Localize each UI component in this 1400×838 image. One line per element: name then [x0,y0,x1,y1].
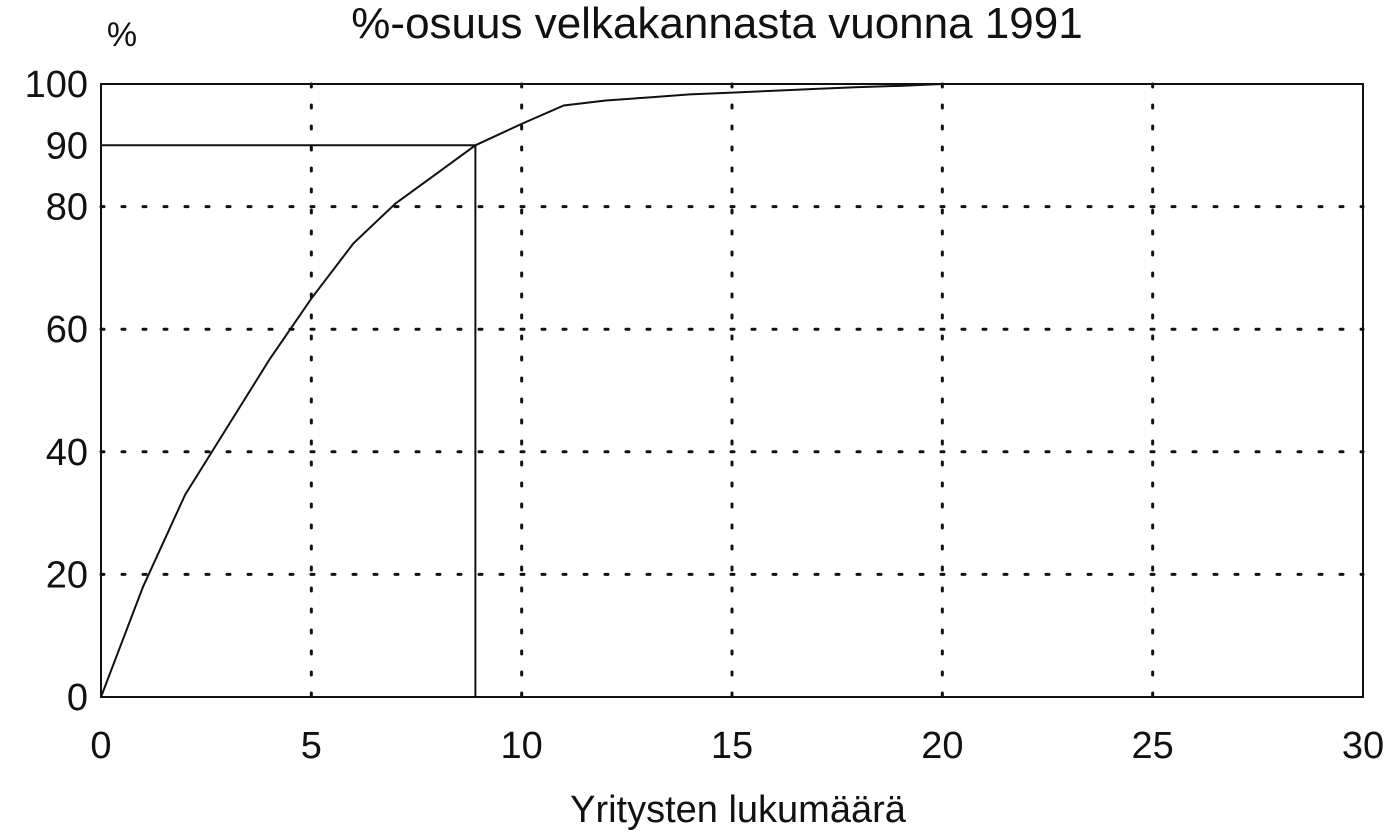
x-tick-label: 30 [1342,725,1384,767]
y-tick-label: 90 [46,125,88,167]
y-tick-label: 40 [46,432,88,474]
chart-title: %-osuus velkakannasta vuonna 1991 [351,0,1082,48]
x-axis-label: Yritysten lukumäärä [570,789,907,831]
x-tick-label: 10 [501,725,543,767]
x-tick-label: 0 [90,725,111,767]
x-tick-label: 20 [921,725,963,767]
x-tick-label: 25 [1132,725,1174,767]
y-tick-label: 20 [46,554,88,596]
y-tick-label: 80 [46,187,88,229]
y-tick-label: 100 [25,64,88,106]
plot-frame [100,83,1364,698]
y-tick-label: 0 [67,677,88,719]
data-line [100,83,943,698]
y-tick-label: 60 [46,309,88,351]
x-tick-label: 15 [711,725,753,767]
x-tick-label: 5 [301,725,322,767]
y-axis-label: % [107,16,137,54]
